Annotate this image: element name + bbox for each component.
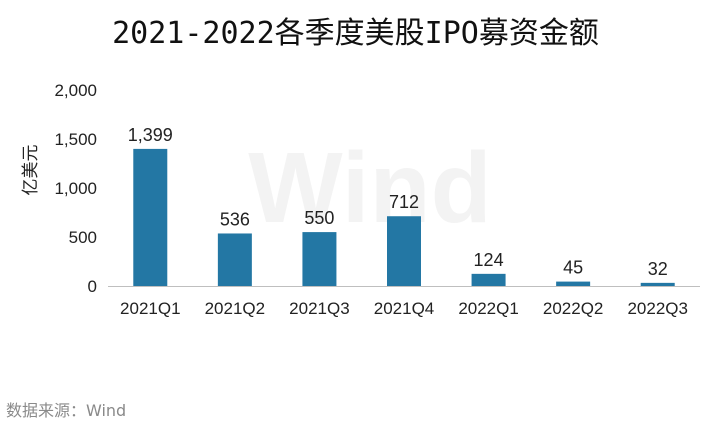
category-label-2022Q2: 2022Q2: [543, 299, 604, 318]
bar-2022Q2: [556, 281, 591, 286]
value-label-2021Q1: 1,399: [128, 125, 173, 145]
watermark: Wind: [248, 132, 491, 244]
y-tick-label: 0: [88, 277, 97, 296]
value-label-2022Q3: 32: [648, 259, 668, 279]
category-label-2022Q1: 2022Q1: [458, 299, 519, 318]
y-tick-label: 1,000: [54, 179, 97, 198]
source-note: 数据来源：Wind: [6, 401, 127, 420]
bar-2022Q3: [640, 282, 675, 286]
bar-2022Q1: [471, 273, 506, 286]
value-label-2021Q2: 536: [220, 209, 250, 229]
bar-2021Q1: [133, 148, 168, 286]
value-label-2021Q3: 550: [304, 208, 334, 228]
y-axis-label: 亿美元: [21, 145, 41, 196]
y-tick-label: 2,000: [54, 81, 97, 100]
bar-2021Q3: [302, 232, 337, 286]
value-labels: 1,399 536 550 712 124 45 32: [128, 125, 668, 279]
bar-2021Q2: [217, 233, 252, 286]
y-tick-label: 500: [69, 228, 97, 247]
bar-2021Q4: [387, 216, 421, 286]
y-axis-label-group: 亿美元: [21, 145, 41, 196]
y-tick-label: 1,500: [54, 130, 97, 149]
value-label-2022Q1: 124: [474, 250, 504, 270]
category-label-2022Q3: 2022Q3: [627, 299, 688, 318]
watermark-text: Wind: [248, 132, 491, 244]
bars: [133, 148, 675, 286]
y-tick-labels: 0 500 1,000 1,500 2,000: [54, 81, 97, 296]
category-label-2021Q1: 2021Q1: [120, 299, 181, 318]
value-label-2022Q2: 45: [563, 258, 583, 278]
value-label-2021Q4: 712: [389, 192, 419, 212]
chart-title: 2021-2022各季度美股IPO募资金额: [112, 16, 599, 51]
category-label-2021Q4: 2021Q4: [374, 299, 435, 318]
category-labels: 2021Q1 2021Q2 2021Q3 2021Q4 2022Q1 2022Q2 2022…: [120, 299, 688, 318]
category-label-2021Q3: 2021Q3: [289, 299, 350, 318]
category-label-2021Q2: 2021Q2: [205, 299, 266, 318]
